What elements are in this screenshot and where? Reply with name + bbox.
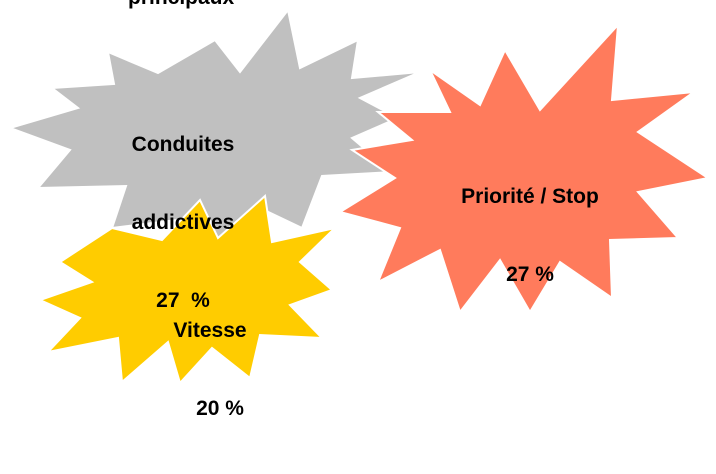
label-vitesse-line-2: 20 % (196, 397, 244, 420)
label-priorite-line-1: Priorité / Stop (461, 185, 599, 208)
label-vitesse-line-1: Vitesse (173, 319, 247, 342)
cropped-heading-fragment: principaux (128, 0, 234, 10)
diagram-canvas: principaux Conduites addictives 27 % Pri… (6, 0, 711, 420)
yellow-burst-shape (37, 194, 339, 385)
bursts-svg (6, 7, 711, 385)
red-burst-shape (337, 22, 711, 315)
label-conduites-line-2: addictives (131, 211, 235, 234)
label-priorite: Priorité / Stop 27 % (440, 132, 620, 340)
label-vitesse: Vitesse 20 % (140, 266, 280, 474)
gray-burst-shape (6, 7, 421, 258)
label-conduites-line-1: Conduites (131, 133, 235, 156)
label-conduites-line-3: 27 % (156, 289, 210, 312)
label-conduites: Conduites addictives 27 % (118, 80, 248, 366)
label-priorite-line-2: 27 % (506, 263, 554, 286)
